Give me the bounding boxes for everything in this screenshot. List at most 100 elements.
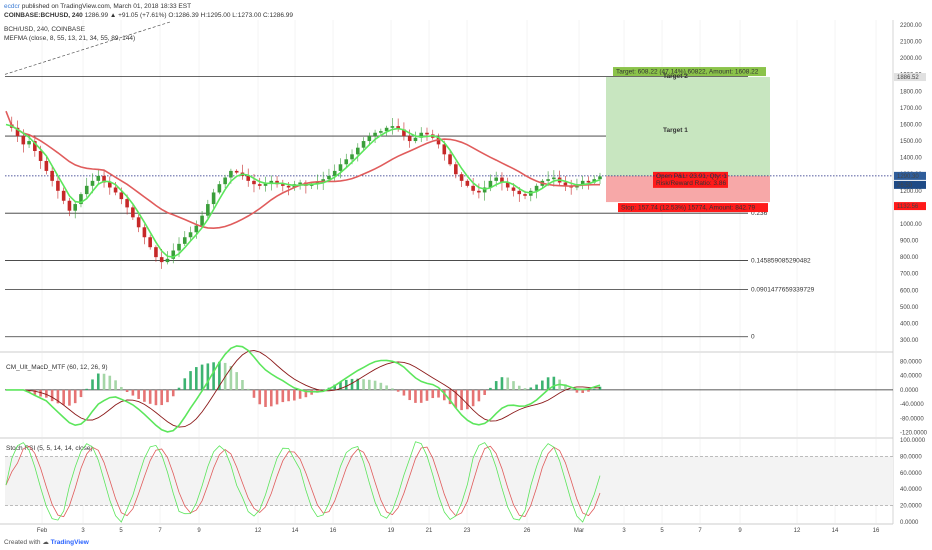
macd-bar [27, 389, 31, 393]
fib-level-label: 0.0901477659339729 [751, 286, 815, 293]
stop-text: Stop: 157.74 (12.53%) 15774, Amount: 842… [621, 205, 755, 212]
candle-body [523, 194, 527, 196]
macd-bar [368, 379, 371, 390]
macd-bar [79, 389, 83, 398]
macd-bar [137, 389, 140, 400]
candle-body [454, 164, 458, 175]
macd-bar [258, 389, 262, 405]
target1-label: Target 1 [663, 127, 688, 134]
macd-bar [592, 388, 596, 390]
candle-body [465, 180, 470, 186]
target-tag [613, 67, 766, 77]
x-tick-label: 7 [158, 528, 162, 534]
x-tick-label: 14 [292, 528, 299, 534]
countdown-text: 26:50 [897, 183, 913, 189]
macd-bar [298, 389, 302, 399]
candle-body [73, 204, 78, 211]
macd-bar [143, 389, 146, 402]
candle-body [96, 175, 101, 181]
candle-body [367, 136, 372, 142]
macd-bar [166, 389, 169, 403]
x-tick-label: 5 [119, 528, 123, 534]
macd-bar [206, 363, 210, 390]
candle-body [281, 184, 285, 186]
macd-bar [229, 365, 233, 390]
macd-bar [575, 389, 579, 393]
macd-bar [569, 389, 573, 390]
stoch-y-tick: 20.0000 [900, 504, 922, 510]
macd-bar [552, 376, 556, 390]
x-tick-label: 5 [660, 528, 664, 534]
macd-bar [437, 389, 440, 398]
y-tick-label: 800.00 [900, 255, 919, 261]
candle-body [413, 137, 418, 142]
stop-price-text: 1132.56 [897, 204, 919, 210]
x-tick-label: 7 [698, 528, 702, 534]
x-tick-label: 14 [832, 528, 839, 534]
candle-body [488, 180, 493, 188]
macd-bar [419, 389, 423, 403]
trend-line [4, 21, 171, 75]
candle-body [102, 175, 106, 183]
macd-bar [535, 384, 538, 390]
quote-line: 1286.99 ▲ +91.05 (+7.61%) O:1286.39 H:12… [84, 12, 294, 19]
candle-body [21, 136, 26, 145]
macd-bar [287, 389, 290, 402]
macd-bar [339, 381, 342, 390]
candle-body [332, 170, 337, 176]
stoch-band [5, 456, 893, 506]
candle-body [125, 199, 129, 208]
macd-bar [241, 380, 244, 390]
y-tick-label: 1700.00 [900, 106, 922, 112]
macd-y-tick: 80.0000 [900, 360, 922, 366]
candle-body [177, 243, 181, 251]
candle-body [505, 182, 510, 188]
candle-body [390, 126, 395, 128]
candle-body [165, 258, 170, 263]
candle-body [546, 179, 550, 181]
stop-price-tag [894, 202, 926, 211]
candles-group [9, 116, 602, 269]
candle-body [402, 129, 406, 137]
x-tick-label: Mar [574, 528, 584, 534]
candle-body [61, 190, 66, 201]
y-tick-label: 500.00 [900, 305, 919, 311]
candle-body [234, 170, 239, 173]
macd-bar [189, 371, 192, 390]
candle-body [33, 141, 37, 152]
candle-body [188, 232, 193, 238]
candle-body [482, 187, 487, 193]
y-tick-label: 1400.00 [900, 156, 922, 162]
fib-level-label: 0 [751, 334, 755, 341]
macd-bar [529, 387, 533, 390]
macd-bar [235, 372, 238, 390]
macd-signal-line [6, 349, 600, 428]
macd-bar [414, 389, 417, 403]
candle-body [494, 177, 498, 181]
target-text: Target: 608.22 (47.14%) 60822, Amount: 1… [616, 69, 759, 76]
macd-bar [506, 377, 510, 390]
candle-body [477, 190, 481, 193]
candle-body [511, 187, 516, 191]
stop-tag [618, 203, 768, 213]
macd-bar [269, 389, 273, 407]
current-price-text: 1290.30 [897, 174, 919, 180]
macd-bar [45, 389, 48, 398]
macd-bar [350, 378, 354, 390]
macd-bar [195, 367, 198, 390]
target-price-text: 1886.52 [897, 75, 919, 81]
author-link[interactable]: ecdcr [4, 3, 20, 10]
slow-ma-line [5, 110, 600, 230]
candle-body [350, 154, 354, 160]
candle-body [229, 170, 233, 178]
candle-body [327, 175, 331, 180]
candle-body [534, 185, 539, 191]
x-tick-label: 9 [738, 528, 742, 534]
x-tick-label: 26 [524, 528, 531, 534]
x-tick-label: 23 [464, 528, 471, 534]
macd-bar [431, 389, 435, 399]
tradingview-brand[interactable]: TradingView [50, 539, 89, 546]
candle-body [298, 182, 302, 185]
macd-title: CM_Ult_MacD_MTF (60, 12, 26, 9) [6, 364, 108, 371]
